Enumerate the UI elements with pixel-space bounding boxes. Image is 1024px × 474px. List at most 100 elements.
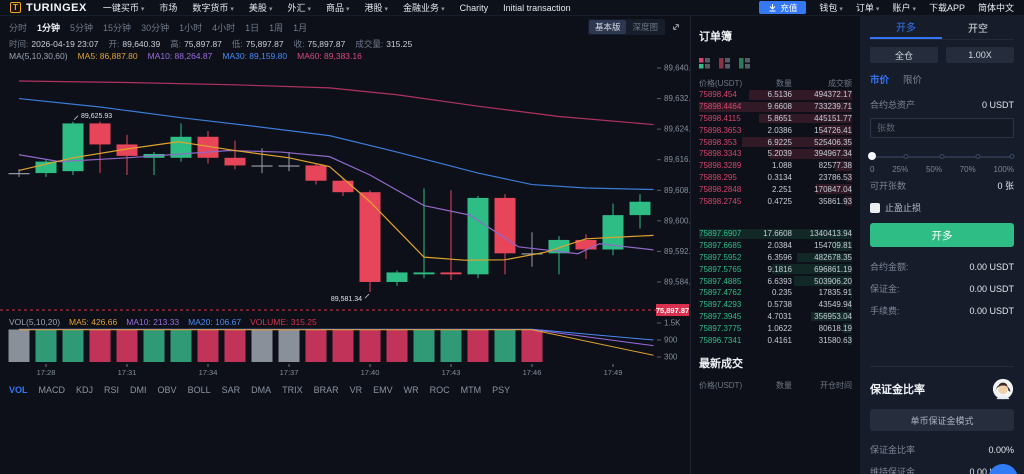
deposit-button[interactable]: 充值 (759, 1, 807, 14)
orderbook-bid-row[interactable]: 75897.3775 1.0622 80618.19 (699, 322, 852, 334)
indicator-tab-macd[interactable]: MACD (38, 385, 66, 395)
nav-item[interactable]: 金融业务 ▾ (403, 3, 445, 13)
orderbook-bid-row[interactable]: 75897.4762 0.235 17835.91 (699, 287, 852, 299)
indicator-tab-sar[interactable]: SAR (221, 385, 241, 395)
basic-view-button[interactable]: 基本版 (588, 20, 627, 34)
indicator-tab-dma[interactable]: DMA (251, 385, 272, 395)
tab-open-long[interactable]: 开多 (870, 16, 942, 39)
orderbook-ask-row[interactable]: 75898.353 6.9225 525406.35 (699, 136, 852, 148)
slider-dot[interactable] (1009, 154, 1015, 159)
tab-market-order[interactable]: 市价 (870, 75, 890, 86)
indicator-tab-trix[interactable]: TRIX (282, 385, 303, 395)
timeframe-tab[interactable]: 1日 (245, 22, 260, 33)
timeframe-tab[interactable]: 1小时 (179, 22, 203, 33)
open-long-button[interactable]: 开多 (870, 223, 1014, 247)
indicator-tab-emv[interactable]: EMV (373, 385, 393, 395)
orderbook-bid-row[interactable]: 75896.7341 0.4161 31580.63 (699, 334, 852, 346)
nav-item[interactable]: 外汇 ▾ (287, 3, 311, 13)
timeframe-tab[interactable]: 1周 (269, 22, 284, 33)
timeframe-tab[interactable]: 5分钟 (70, 22, 94, 33)
ma-legend-item: MA(5,10,30,60) (9, 51, 68, 61)
turnover-cell: 356953.04 (814, 311, 852, 321)
avatar[interactable] (992, 378, 1014, 400)
amount-slider[interactable] (868, 152, 1015, 161)
fullscreen-icon[interactable] (671, 22, 681, 32)
nav-item[interactable]: Charity (459, 2, 489, 13)
orderbook-ask-row[interactable]: 75898.2745 0.4725 35861.93 (699, 195, 852, 207)
indicator-tab-psy[interactable]: PSY (492, 385, 511, 395)
nav-item[interactable]: 账户 ▾ (892, 3, 916, 13)
timeframe-tab[interactable]: 4小时 (212, 22, 236, 33)
ohlc-value: 315.25 (386, 39, 413, 49)
price-chart[interactable]: 89,640.00 89,632.00 89,624.00 89,616.00 89,6… (0, 62, 690, 378)
orderbook-ask-row[interactable]: 75898.4115 5.8651 445151.77 (699, 113, 852, 125)
orderbook-ask-row[interactable]: 75898.3653 2.0386 154726.41 (699, 124, 852, 136)
orderbook-ask-row[interactable]: 75898.2848 2.251 170847.04 (699, 183, 852, 195)
orderbook-ask-row[interactable]: 75898.454 6.5136 494372.17 (699, 89, 852, 101)
single-coin-margin-mode-button[interactable]: 单币保证金模式 (870, 409, 1014, 431)
nav-item[interactable]: 钱包 ▾ (819, 3, 843, 13)
indicator-tab-boll[interactable]: BOLL (187, 385, 211, 395)
timeframe-tab[interactable]: 30分钟 (141, 22, 170, 33)
indicator-tab-obv[interactable]: OBV (157, 385, 177, 395)
leverage-button[interactable]: 1.00X (946, 47, 1014, 63)
nav-item[interactable]: 下载APP (928, 3, 965, 13)
indicator-tab-kdj[interactable]: KDJ (76, 385, 94, 395)
quantity-input[interactable] (870, 118, 1014, 138)
timeframe-tab[interactable]: 15分钟 (103, 22, 132, 33)
assets-value: 0 USDT (981, 99, 1014, 110)
tab-limit-order[interactable]: 限价 (903, 75, 923, 86)
orderbook-bid-row[interactable]: 75897.5952 6.3596 482678.35 (699, 252, 852, 264)
indicator-tab-vol[interactable]: VOL (9, 385, 28, 395)
depth-view-button[interactable]: 深度图 (632, 22, 658, 32)
nav-item[interactable]: 一键买币 ▾ (102, 3, 145, 13)
chat-button[interactable] (988, 464, 1018, 474)
price-cell: 75897.3945 (699, 311, 742, 321)
indicator-tab-wr[interactable]: WR (403, 385, 419, 395)
svg-text:89,592.00: 89,592.00 (664, 247, 690, 256)
slider-dot[interactable] (903, 154, 909, 159)
nav-item[interactable]: 数字货币 ▾ (192, 3, 234, 13)
nav-item[interactable]: 订单 ▾ (855, 3, 880, 13)
tpsl-checkbox[interactable] (870, 202, 880, 213)
nav-item[interactable]: 美股 ▾ (248, 3, 273, 13)
nav-item[interactable]: 商品 ▾ (325, 3, 350, 13)
orderbook-ask-row[interactable]: 75898.3343 5.2039 394967.34 (699, 148, 852, 160)
book-asks-only-icon[interactable] (719, 58, 730, 69)
deposit-icon (769, 4, 776, 12)
nav-item[interactable]: 简体中文 (977, 3, 1014, 13)
book-bids-only-icon[interactable] (739, 58, 750, 69)
logo[interactable]: T TURINGEX (10, 2, 87, 14)
depth-bar (834, 240, 852, 251)
indicator-tab-dmi[interactable]: DMI (130, 385, 147, 395)
indicator-tab-vr[interactable]: VR (349, 385, 363, 395)
timeframe-tab[interactable]: 分时 (9, 22, 28, 33)
slider-dot[interactable] (975, 154, 981, 159)
orderbook-bid-row[interactable]: 75897.3945 4.7031 356953.04 (699, 311, 852, 323)
amount-cell: 6.3596 (767, 252, 792, 262)
orderbook-ask-row[interactable]: 75898.4464 9.6608 733239.71 (699, 101, 852, 113)
indicator-tab-mtm[interactable]: MTM (460, 385, 482, 395)
slider-knob[interactable] (868, 152, 876, 160)
timeframe-tab[interactable]: 1分钟 (37, 22, 61, 33)
nav-item[interactable]: 港股 ▾ (364, 3, 389, 13)
slider-label: 70% (959, 165, 976, 174)
orderbook-ask-row[interactable]: 75898.295 0.3134 23786.53 (699, 172, 852, 184)
slider-dot[interactable] (939, 154, 945, 159)
indicator-tab-rsi[interactable]: RSI (104, 385, 120, 395)
orderbook-bid-row[interactable]: 75897.4885 6.6393 503906.20 (699, 275, 852, 287)
indicator-tab-roc[interactable]: ROC (429, 385, 450, 395)
nav-item[interactable]: Initial transaction (503, 2, 571, 13)
tab-open-short[interactable]: 开空 (968, 24, 988, 35)
book-both-sides-icon[interactable] (699, 58, 710, 69)
margin-mode-button[interactable]: 全仓 (870, 47, 938, 63)
orderbook-bid-row[interactable]: 75897.5765 9.1816 696861.19 (699, 263, 852, 275)
orderbook-bid-row[interactable]: 75897.6907 17.6608 1340413.94 (699, 228, 852, 240)
indicator-tab-brar[interactable]: BRAR (313, 385, 339, 395)
orderbook-bid-row[interactable]: 75897.4293 0.5738 43549.94 (699, 299, 852, 311)
caret-down-icon: ▾ (140, 6, 145, 13)
nav-item[interactable]: 市场 (159, 3, 178, 13)
orderbook-bid-row[interactable]: 75897.6685 2.0384 154709.81 (699, 240, 852, 252)
timeframe-tab[interactable]: 1月 (293, 22, 308, 33)
orderbook-ask-row[interactable]: 75898.3289 1.088 82577.38 (699, 160, 852, 172)
